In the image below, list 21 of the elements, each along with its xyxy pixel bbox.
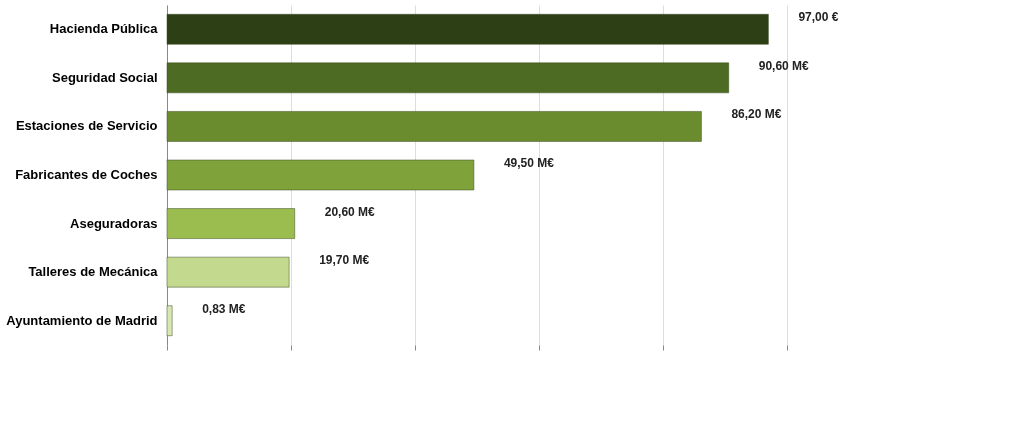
bar — [166, 305, 173, 336]
bar — [166, 111, 702, 142]
bar — [166, 256, 290, 288]
data-label: 19,70 M€ — [319, 253, 370, 268]
y-tick-label: Seguridad Social — [52, 69, 158, 85]
bar — [166, 159, 475, 191]
data-label: 90,60 M€ — [758, 58, 810, 73]
bar — [166, 208, 295, 239]
y-tick-label: Aseguradoras — [70, 215, 158, 231]
y-tick-label: Estaciones de Servicio — [15, 118, 158, 134]
bar — [166, 14, 769, 45]
y-tick-label: Fabricantes de Coches — [15, 167, 158, 182]
y-tick-label: Ayuntamiento de Madrid — [6, 312, 158, 328]
data-label: 97,00 € — [798, 10, 839, 25]
data-label: 86,20 M€ — [731, 107, 782, 122]
bar — [166, 62, 729, 94]
data-label: 0,83 M€ — [202, 301, 246, 316]
y-tick-label: Talleres de Mecánica — [28, 264, 159, 280]
y-tick-label: Hacienda Pública — [49, 21, 159, 37]
data-label: 20,60 M€ — [324, 204, 376, 219]
data-label: 49,50 M€ — [503, 156, 555, 170]
